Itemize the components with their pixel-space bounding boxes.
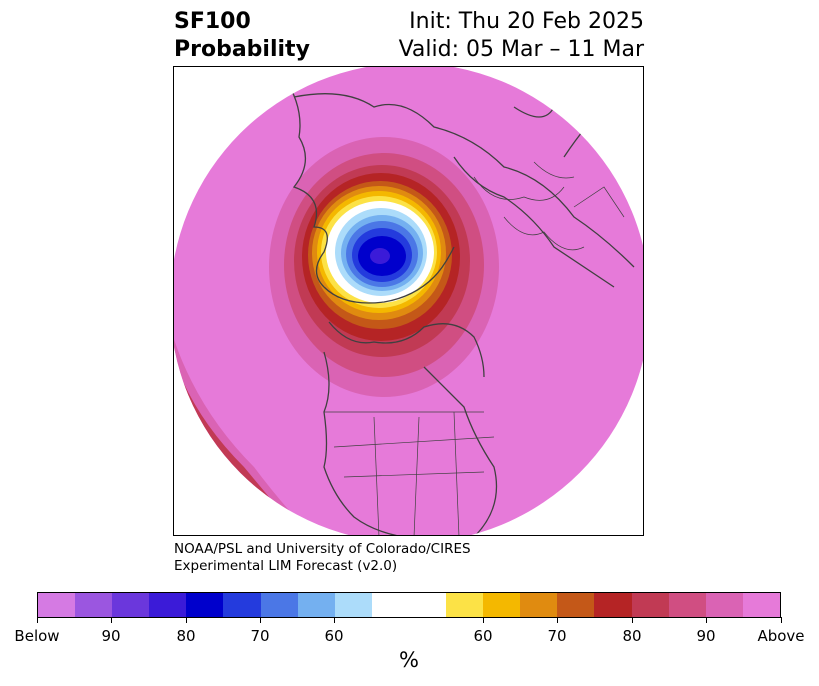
colorbar-segment xyxy=(260,593,298,617)
credit-line-2: Experimental LIM Forecast (v2.0) xyxy=(174,558,398,574)
colorbar-tick xyxy=(111,617,112,623)
colorbar-segment xyxy=(483,593,521,617)
colorbar-segment xyxy=(742,593,780,617)
colorbar-units: % xyxy=(399,648,419,672)
colorbar-tick-label: 80 xyxy=(176,627,196,645)
title-variable: SF100 xyxy=(174,9,251,34)
anomaly-ring-15 xyxy=(370,248,390,264)
colorbar-segment xyxy=(668,593,706,617)
colorbar-tick xyxy=(260,617,261,623)
title-probability: Probability xyxy=(174,37,310,62)
colorbar-segment xyxy=(631,593,669,617)
colorbar-tick xyxy=(37,617,38,623)
colorbar-tick-label: Below xyxy=(14,627,60,645)
forecast-map xyxy=(174,67,643,535)
colorbar-segment xyxy=(75,593,113,617)
colorbar-segment xyxy=(334,593,372,617)
colorbar-tick xyxy=(706,617,707,623)
init-date: Init: Thu 20 Feb 2025 xyxy=(409,9,644,34)
colorbar-segment xyxy=(705,593,743,617)
colorbar-segment xyxy=(112,593,150,617)
colorbar-segment xyxy=(223,593,261,617)
credit-line-1: NOAA/PSL and University of Colorado/CIRE… xyxy=(174,541,471,557)
colorbar-tick xyxy=(186,617,187,623)
colorbar-tick-label: 90 xyxy=(696,627,716,645)
colorbar-segment xyxy=(297,593,335,617)
colorbar-segment xyxy=(594,593,632,617)
colorbar-segment xyxy=(371,593,409,617)
colorbar-segment xyxy=(186,593,224,617)
colorbar-tick xyxy=(781,617,782,623)
map-frame xyxy=(173,66,644,536)
colorbar-tick-label: 80 xyxy=(622,627,642,645)
colorbar-tick-label: Above xyxy=(757,627,805,645)
colorbar-segment xyxy=(408,593,447,617)
coastlines xyxy=(283,76,643,535)
title-left: SF100 Probability xyxy=(174,8,310,64)
colorbar-tick-label: 60 xyxy=(473,627,493,645)
colorbar-tick xyxy=(632,617,633,623)
colorbar-tick-label: 70 xyxy=(547,627,567,645)
colorbar-tick-label: 70 xyxy=(250,627,270,645)
credit-text: NOAA/PSL and University of Colorado/CIRE… xyxy=(174,541,471,575)
title-right: Init: Thu 20 Feb 2025 Valid: 05 Mar – 11… xyxy=(399,8,644,64)
colorbar-tick-label: 90 xyxy=(101,627,121,645)
borders xyxy=(324,161,625,535)
colorbar-tick xyxy=(557,617,558,623)
colorbar-segment xyxy=(149,593,187,617)
colorbar-segment xyxy=(520,593,558,617)
valid-range: Valid: 05 Mar – 11 Mar xyxy=(398,37,644,62)
colorbar-segment xyxy=(38,593,76,617)
colorbar-segment xyxy=(446,593,484,617)
colorbar xyxy=(37,592,781,618)
colorbar-tick xyxy=(483,617,484,623)
colorbar-tick-label: 60 xyxy=(324,627,344,645)
colorbar-segment xyxy=(557,593,595,617)
colorbar-tick xyxy=(334,617,335,623)
